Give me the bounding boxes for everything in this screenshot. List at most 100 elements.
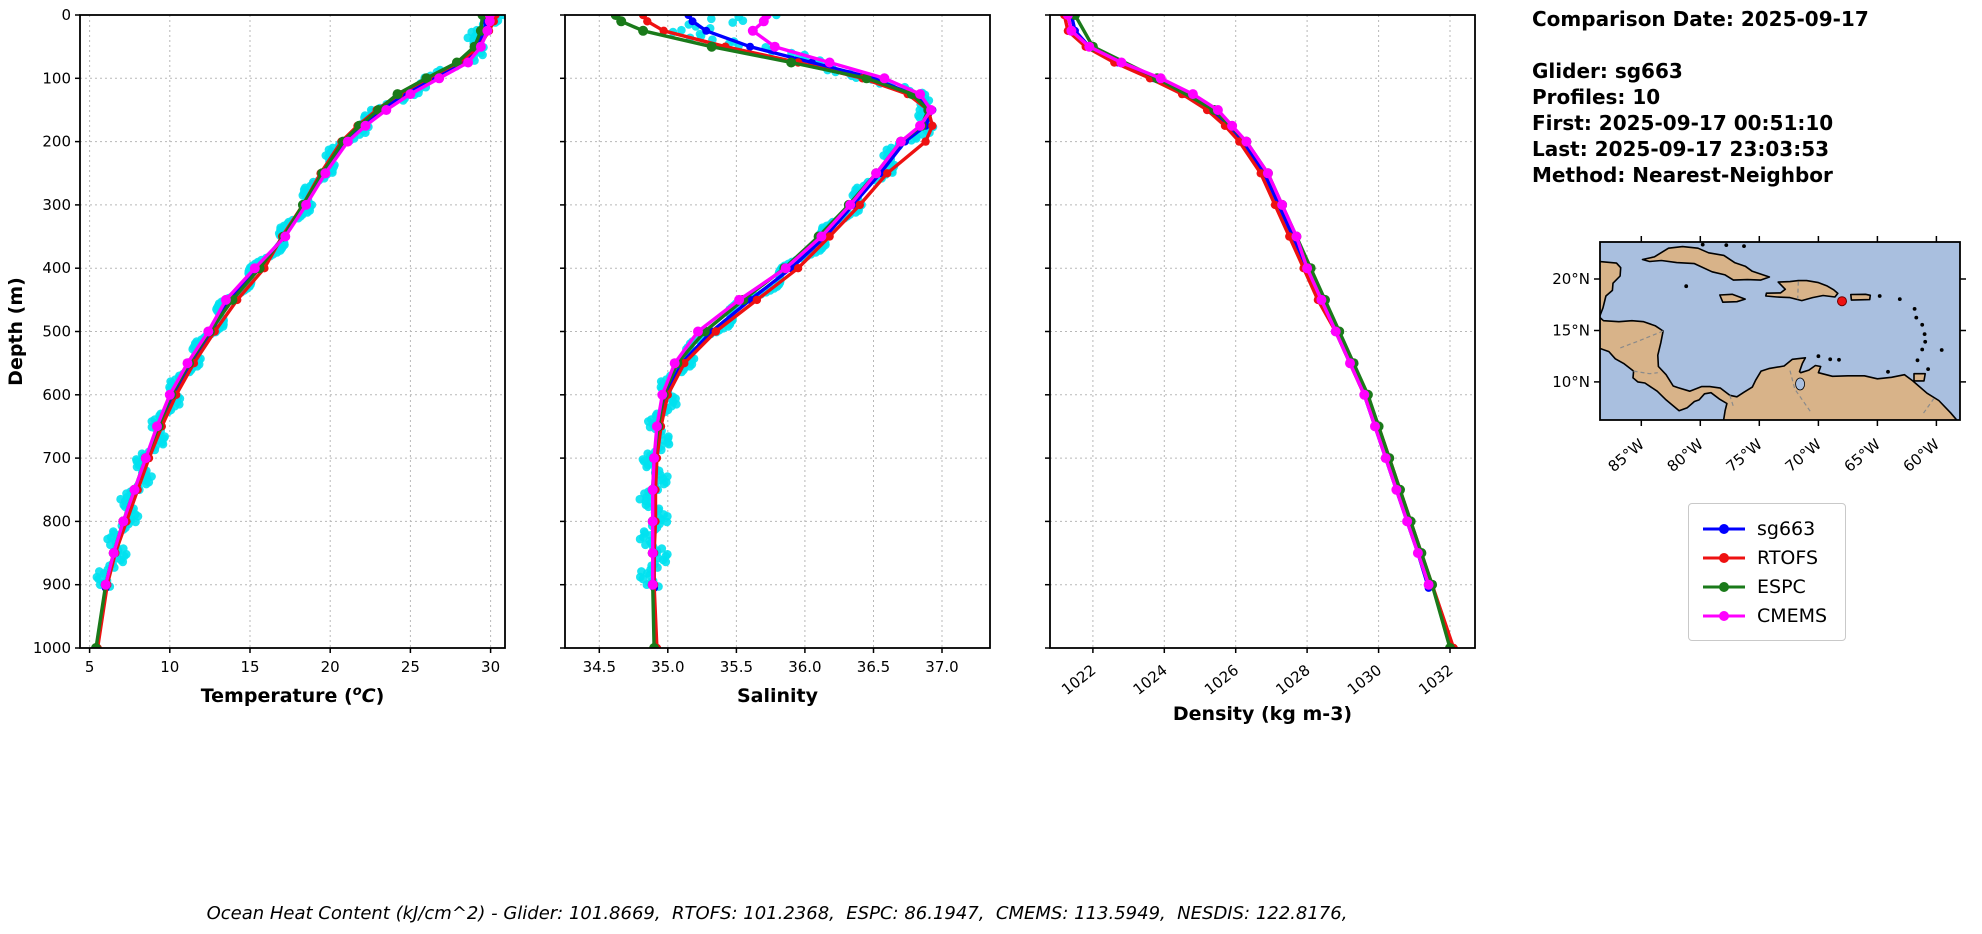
series-sg663-markers [650,15,937,592]
svg-text:1028: 1028 [1272,661,1313,699]
svg-text:1000: 1000 [33,639,71,657]
map-land-mainland [1600,260,1958,420]
map-small-islands [1684,242,1944,374]
glider-raw-scatter [635,15,938,591]
series-ESPC-line [94,15,485,648]
map-land-cuba [1641,245,1771,281]
legend-item-ESPC: ESPC [1701,572,1827,601]
svg-text:30: 30 [481,658,500,676]
svg-text:1024: 1024 [1130,661,1171,699]
ohc-footer: Ocean Heat Content (kJ/cm^2) - Glider: 1… [206,903,1348,924]
profiles-count-text: Profiles: 10 [1532,85,1661,109]
series-CMEMS-markers [100,15,495,590]
series-CMEMS-line [651,15,933,587]
series-sg663-line [652,15,935,590]
legend-label: CMEMS [1757,604,1828,627]
legend-marker-sg663 [1703,523,1745,534]
spacer [1532,32,1869,58]
svg-text:70°W: 70°W [1782,435,1825,476]
svg-text:200: 200 [42,133,71,151]
salinity-panel: 34.5 35.0 35.5 36.0 36.5 37.0 Salinity [560,14,991,707]
series-CMEMS-markers [1062,15,1434,590]
legend-label: sg663 [1757,517,1816,540]
svg-text:800: 800 [42,512,71,530]
svg-text:65°W: 65°W [1841,435,1884,476]
legend-item-RTOFS: RTOFS [1701,543,1827,572]
svg-text:10: 10 [160,658,179,676]
legend-marker-ESPC [1703,581,1745,592]
series-ESPC-markers [1070,15,1455,648]
temperature-panel: 5 10 15 20 25 3001002003004005006007008009001… [5,6,506,707]
svg-text:1032: 1032 [1415,661,1456,699]
series-sg663-line [1069,15,1431,590]
svg-text:400: 400 [42,259,71,277]
svg-text:10°N: 10°N [1552,373,1590,391]
series-sg663-line [103,15,488,590]
svg-text:100: 100 [42,69,71,87]
svg-text:1022: 1022 [1058,661,1099,699]
svg-text:900: 900 [42,576,71,594]
legend-item-sg663: sg663 [1701,514,1827,543]
glider-name-text: Glider: sg663 [1532,59,1683,83]
svg-text:15°N: 15°N [1552,322,1590,340]
legend: sg663 RTOFS ESPC CMEMS [1688,503,1847,641]
last-profile-time-text: Last: 2025-09-17 23:03:53 [1532,137,1830,161]
svg-text:15: 15 [240,658,259,676]
series-CMEMS-line [1066,15,1431,587]
svg-text:85°W: 85°W [1605,435,1648,476]
map-country-borders [1619,281,1935,416]
series-CMEMS-markers [647,15,936,590]
legend-item-CMEMS: CMEMS [1701,601,1827,630]
map-inset: 20°N 15°N 10°N 85°W 80°W 75°W 70°W 65°W 60°W [1552,236,1966,476]
glider-position-marker [1837,296,1847,307]
svg-text:36.0: 36.0 [788,658,821,676]
map-land-jamaica [1719,293,1746,303]
svg-text:700: 700 [42,449,71,467]
svg-text:500: 500 [42,323,71,341]
series-sg663-markers [101,15,491,592]
y-axis-title: Depth (m) [5,277,27,386]
x-axis-title: Salinity [737,685,819,707]
comparison-date-text: Comparison Date: 2025-09-17 [1532,7,1869,31]
svg-text:75°W: 75°W [1723,435,1766,476]
svg-text:34.5: 34.5 [583,658,616,676]
first-profile-time-text: First: 2025-09-17 00:51:10 [1532,111,1834,135]
svg-text:25: 25 [401,658,420,676]
svg-text:0: 0 [61,6,71,24]
svg-text:36.5: 36.5 [857,658,890,676]
svg-text:600: 600 [42,386,71,404]
svg-text:35.5: 35.5 [720,658,753,676]
legend-marker-RTOFS [1703,552,1745,563]
map-land-trinidad [1913,372,1926,382]
map-lake-maracaibo [1795,377,1806,391]
method-text: Method: Nearest-Neighbor [1532,163,1833,187]
legend-marker-CMEMS [1703,610,1745,621]
svg-text:37.0: 37.0 [925,658,958,676]
x-axis-title: Temperature (oC) [201,684,385,707]
series-ESPC-line [1073,15,1452,648]
map-land-group [1600,242,1958,420]
info-block: Comparison Date: 2025-09-17 Glider: sg66… [1532,6,1869,188]
svg-text:1030: 1030 [1344,661,1385,699]
svg-text:20°N: 20°N [1552,270,1590,288]
legend-label: ESPC [1757,575,1806,598]
series-RTOFS-markers [1060,15,1458,648]
profile-plots-canvas: 5 10 15 20 25 3001002003004005006007008009001… [5,6,1476,725]
svg-text:60°W: 60°W [1900,435,1943,476]
legend-label: RTOFS [1757,546,1819,569]
map-land-puerto_rico [1850,293,1872,301]
map-land-hispaniola [1765,279,1839,302]
legend-items: sg663 RTOFS ESPC CMEMS [1701,514,1827,630]
svg-text:20: 20 [321,658,340,676]
glider-raw-scatter [92,15,505,591]
series-sg663-markers [1067,15,1433,592]
series-CMEMS-line [103,15,492,587]
svg-text:35.0: 35.0 [651,658,684,676]
svg-text:1026: 1026 [1201,661,1242,699]
svg-text:5: 5 [85,658,95,676]
svg-text:300: 300 [42,196,71,214]
x-axis-title: Density (kg m-3) [1173,703,1352,725]
svg-text:80°W: 80°W [1664,435,1707,476]
density-panel: 1022 1024 1026 1028 1030 1032 Density (kg m-3) [1045,14,1476,725]
